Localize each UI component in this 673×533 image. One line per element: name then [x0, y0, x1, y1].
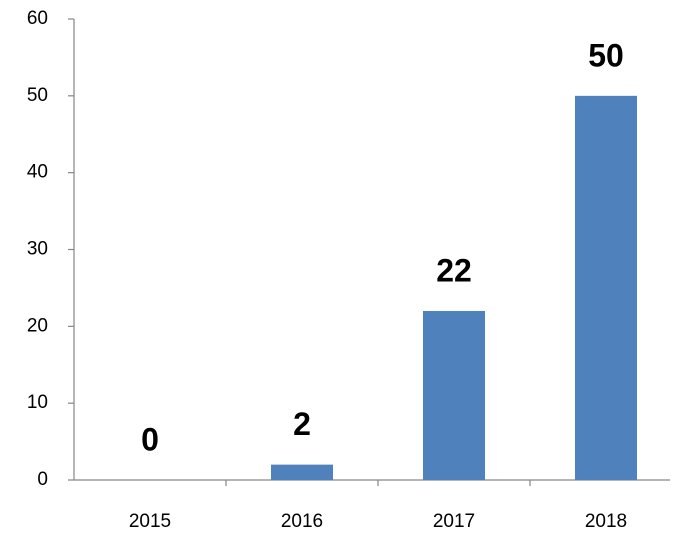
y-tick-label: 10 — [27, 392, 48, 413]
value-label: 0 — [141, 421, 159, 457]
x-tick-label: 2015 — [129, 511, 171, 532]
y-tick-label: 0 — [37, 469, 48, 490]
x-tick-label: 2017 — [433, 511, 475, 532]
y-tick-label: 50 — [27, 85, 48, 106]
bar — [271, 464, 333, 480]
value-label: 2 — [293, 406, 311, 442]
x-tick-label: 2018 — [585, 511, 627, 532]
x-tick-label: 2016 — [281, 511, 323, 532]
value-label: 50 — [588, 37, 624, 73]
value-label: 22 — [436, 252, 472, 288]
y-tick-label: 30 — [27, 239, 48, 260]
bar — [575, 95, 637, 480]
bar — [423, 310, 485, 480]
y-tick-label: 60 — [27, 8, 48, 29]
y-tick-label: 20 — [27, 315, 48, 336]
y-tick-label: 40 — [27, 162, 48, 183]
